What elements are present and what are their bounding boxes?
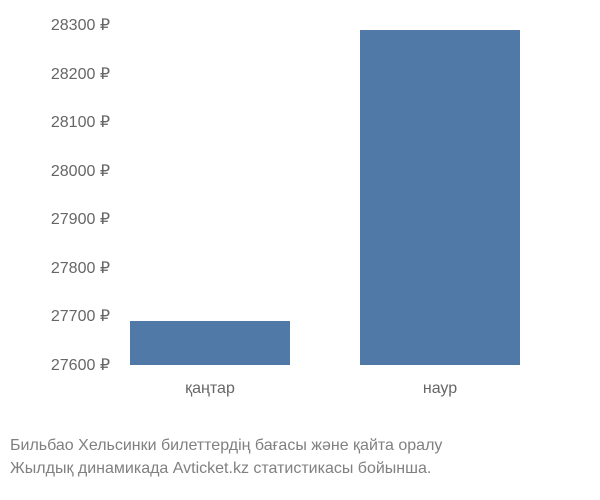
y-tick-label: 28200 ₽ bbox=[20, 64, 110, 84]
caption-line-1: Бильбао Хельсинки билеттердің бағасы жән… bbox=[10, 435, 590, 457]
caption-line-2: Жылдық динамикада Avticket.kz статистика… bbox=[10, 458, 590, 480]
chart-area: 27600 ₽ 27700 ₽ 27800 ₽ 27900 ₽ 28000 ₽ 28100… bbox=[20, 25, 570, 405]
plot-area bbox=[115, 25, 570, 365]
chart-caption: Бильбао Хельсинки билеттердің бағасы жән… bbox=[10, 435, 590, 480]
x-tick-label: наур bbox=[423, 380, 457, 398]
y-tick-label: 28300 ₽ bbox=[20, 15, 110, 35]
chart-bar bbox=[360, 30, 520, 365]
y-tick-label: 27900 ₽ bbox=[20, 209, 110, 229]
y-tick-label: 28000 ₽ bbox=[20, 161, 110, 181]
y-tick-label: 27800 ₽ bbox=[20, 258, 110, 278]
chart-container: 27600 ₽ 27700 ₽ 27800 ₽ 27900 ₽ 28000 ₽ 28100… bbox=[0, 0, 600, 500]
chart-bar bbox=[130, 321, 290, 365]
y-tick-label: 28100 ₽ bbox=[20, 112, 110, 132]
y-tick-label: 27700 ₽ bbox=[20, 306, 110, 326]
y-tick-label: 27600 ₽ bbox=[20, 355, 110, 375]
x-tick-label: қаңтар bbox=[185, 380, 235, 398]
